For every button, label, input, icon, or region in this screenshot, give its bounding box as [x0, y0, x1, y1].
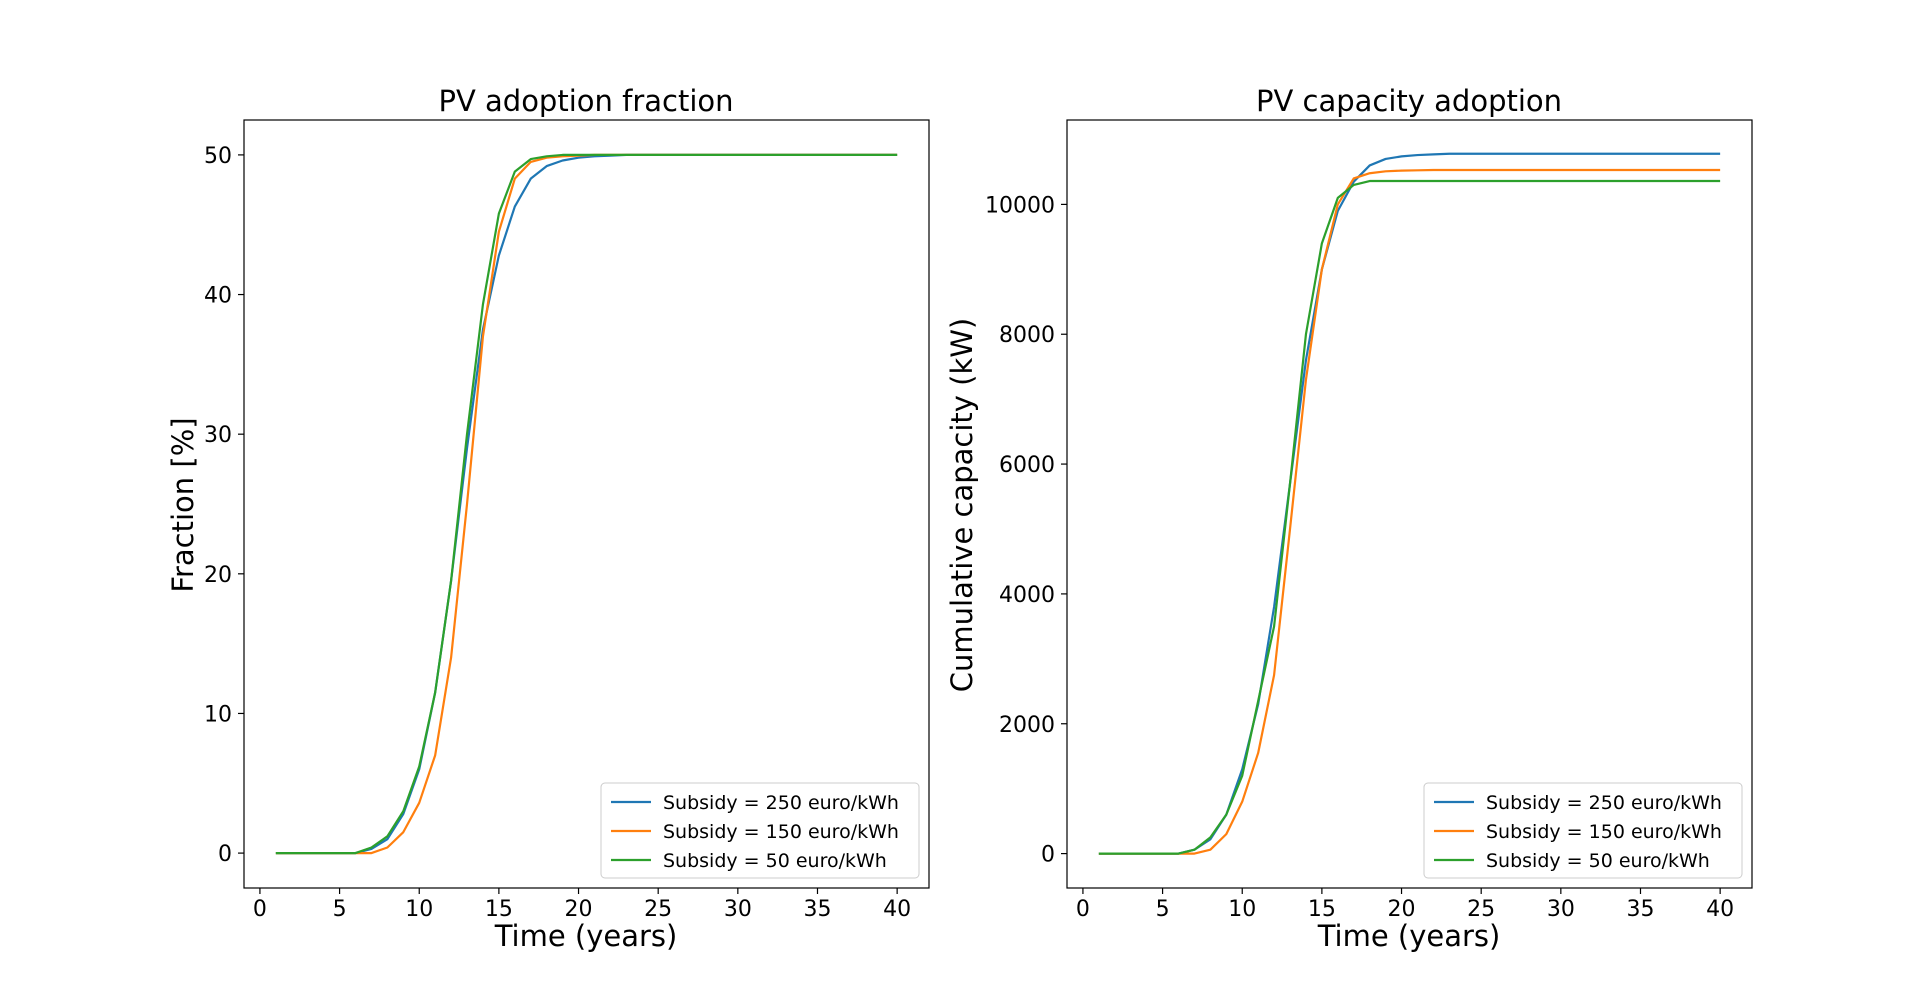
- legend-frame: [600, 782, 920, 879]
- legend-label-0: Subsidy = 250 euro/kWh: [1486, 792, 1722, 814]
- x-tick-label: 20: [1388, 897, 1416, 922]
- x-axis-title: Time (years): [494, 919, 678, 953]
- chart-pv-capacity-adoption: PV capacity adoption 0 5 10 15 20 25 30 35 40 0 20…: [945, 84, 1753, 953]
- y-tick-label: 20: [204, 563, 232, 588]
- chart-pv-adoption-fraction: PV adoption fraction 0 5 10 15 20 25 30 35 40 0 10…: [166, 84, 930, 953]
- y-tick-label: 0: [1041, 843, 1055, 868]
- y-tick-label: 6000: [999, 453, 1055, 478]
- y-axis-title: Fraction [%]: [166, 417, 200, 592]
- legend: Subsidy = 250 euro/kWh Subsidy = 150 euro…: [1423, 782, 1743, 879]
- chart-title: PV adoption fraction: [438, 84, 733, 118]
- x-tick-label: 35: [803, 897, 831, 922]
- x-axis-title: Time (years): [1317, 919, 1501, 953]
- legend-label-1: Subsidy = 150 euro/kWh: [1486, 821, 1722, 843]
- plot-area: 0 5 10 15 20 25 30 35 40 0 2000 4000 6000 8000 10000 Su…: [985, 119, 1753, 922]
- x-tick-label: 40: [883, 897, 911, 922]
- x-tick-label: 0: [253, 897, 267, 922]
- chart-title: PV capacity adoption: [1256, 84, 1562, 118]
- y-tick-label: 0: [218, 842, 232, 867]
- x-tick-label: 15: [485, 897, 513, 922]
- y-tick-label: 8000: [999, 323, 1055, 348]
- x-tick-label: 35: [1626, 897, 1654, 922]
- legend-label-2: Subsidy = 50 euro/kWh: [663, 850, 887, 872]
- plot-area: 0 5 10 15 20 25 30 35 40 0 10 20 30 40 50 Subsidy = 250…: [204, 119, 930, 922]
- x-tick-label: 10: [405, 897, 433, 922]
- series-line-1: [275, 153, 898, 855]
- plot-frame: [243, 119, 930, 889]
- series-line-1: [1098, 168, 1721, 855]
- series-line-0: [275, 153, 898, 855]
- series-line-2: [1098, 179, 1721, 855]
- y-tick-label: 4000: [999, 583, 1055, 608]
- x-tick-label: 25: [644, 897, 672, 922]
- x-tick-label: 40: [1706, 897, 1734, 922]
- y-tick-label: 30: [204, 423, 232, 448]
- y-tick-label: 2000: [999, 713, 1055, 738]
- legend: Subsidy = 250 euro/kWh Subsidy = 150 euro…: [600, 782, 920, 879]
- y-tick-label: 10: [204, 702, 232, 727]
- x-tick-label: 30: [724, 897, 752, 922]
- x-tick-label: 5: [1156, 897, 1170, 922]
- y-tick-label: 10000: [985, 193, 1055, 218]
- x-tick-label: 10: [1228, 897, 1256, 922]
- legend-label-0: Subsidy = 250 euro/kWh: [663, 792, 899, 814]
- x-tick-label: 0: [1076, 897, 1090, 922]
- x-tick-label: 15: [1308, 897, 1336, 922]
- legend-frame: [1423, 782, 1743, 879]
- series-line-0: [1098, 152, 1721, 855]
- x-tick-label: 30: [1547, 897, 1575, 922]
- legend-label-2: Subsidy = 50 euro/kWh: [1486, 850, 1710, 872]
- y-tick-label: 50: [204, 144, 232, 169]
- x-tick-label: 25: [1467, 897, 1495, 922]
- plot-frame: [1066, 119, 1753, 889]
- y-tick-label: 40: [204, 284, 232, 309]
- series-line-2: [275, 153, 898, 855]
- y-axis-title: Cumulative capacity (kW): [945, 318, 979, 692]
- legend-label-1: Subsidy = 150 euro/kWh: [663, 821, 899, 843]
- x-tick-label: 5: [333, 897, 347, 922]
- x-tick-label: 20: [565, 897, 593, 922]
